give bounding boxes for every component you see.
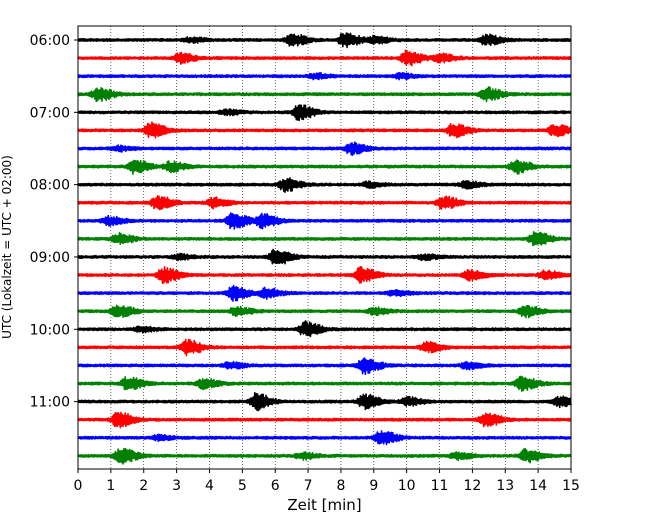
trace-1015 bbox=[77, 338, 572, 357]
trace-group bbox=[77, 32, 572, 465]
x-tick-label: 11 bbox=[431, 478, 449, 494]
trace-0745 bbox=[77, 159, 572, 175]
trace-0645 bbox=[77, 86, 572, 103]
x-tick-label: 15 bbox=[562, 478, 580, 494]
x-tick-label: 0 bbox=[74, 478, 83, 494]
trace-1145 bbox=[77, 447, 572, 465]
x-tick-label: 5 bbox=[238, 478, 247, 494]
trace-1045 bbox=[77, 375, 572, 392]
y-tick-label: 07:00 bbox=[30, 105, 70, 121]
trace-0815 bbox=[77, 195, 572, 211]
x-tick-label: 1 bbox=[106, 478, 115, 494]
trace-0600 bbox=[77, 32, 572, 49]
trace-0845 bbox=[77, 230, 572, 247]
trace-0630 bbox=[77, 71, 572, 81]
x-tick-label: 12 bbox=[463, 478, 481, 494]
trace-1130 bbox=[77, 430, 572, 446]
x-axis: 0 1 2 3 4 5 6 7 8 9 10 11 12 13 14 15 bbox=[74, 469, 580, 494]
trace-0830 bbox=[77, 212, 572, 230]
x-tick-label: 10 bbox=[398, 478, 416, 494]
trace-0900 bbox=[77, 248, 572, 265]
trace-0945 bbox=[77, 304, 572, 319]
y-tick-label: 10:00 bbox=[30, 322, 70, 338]
x-axis-title: Zeit [min] bbox=[287, 496, 361, 514]
y-tick-label: 11:00 bbox=[30, 395, 70, 411]
trace-1000 bbox=[77, 320, 572, 338]
trace-0715 bbox=[77, 121, 572, 139]
y-tick-label: 09:00 bbox=[30, 250, 70, 266]
trace-0930 bbox=[77, 284, 572, 302]
trace-0915 bbox=[77, 265, 572, 284]
x-tick-label: 14 bbox=[529, 478, 547, 494]
trace-1115 bbox=[77, 411, 572, 429]
x-tick-label: 8 bbox=[336, 478, 345, 494]
x-tick-label: 6 bbox=[271, 478, 280, 494]
x-tick-label: 4 bbox=[205, 478, 214, 494]
trace-0615 bbox=[77, 49, 572, 67]
y-axis: 06:00 07:00 08:00 09:00 10:00 11:00 bbox=[30, 33, 78, 411]
x-tick-label: 3 bbox=[172, 478, 181, 494]
x-tick-label: 13 bbox=[496, 478, 514, 494]
trace-0800 bbox=[77, 177, 572, 193]
plot-frame bbox=[77, 25, 572, 470]
y-tick-label: 08:00 bbox=[30, 178, 70, 194]
trace-1030 bbox=[77, 357, 572, 376]
trace-0700 bbox=[77, 104, 572, 122]
y-tick-label: 06:00 bbox=[30, 33, 70, 49]
trace-0730 bbox=[77, 141, 572, 156]
trace-1100 bbox=[77, 391, 572, 412]
x-tick-label: 2 bbox=[139, 478, 148, 494]
x-tick-label: 7 bbox=[304, 478, 313, 494]
x-tick-label: 9 bbox=[369, 478, 378, 494]
grid-lines bbox=[110, 26, 539, 469]
y-axis-title: UTC (Lokalzeit = UTC + 02:00) bbox=[0, 155, 14, 339]
